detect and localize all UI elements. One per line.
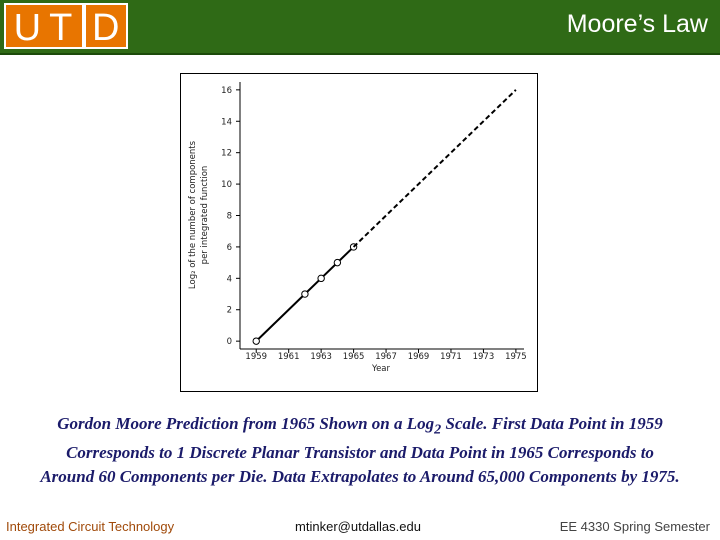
marker: [333, 258, 342, 267]
logo: D: [84, 3, 128, 49]
x-tick-label: 1975: [505, 352, 527, 362]
x-tick-label: 1963: [310, 352, 332, 362]
y-axis-label: Log₂ of the number of components: [188, 140, 198, 289]
y-tick-label: 10: [221, 180, 232, 190]
logo: UT: [4, 3, 84, 49]
marker: [252, 337, 260, 345]
caption-text: Gordon Moore Prediction from 1965 Shown …: [57, 414, 435, 433]
caption-subscript: 2: [434, 421, 442, 438]
x-tick-label: 1961: [278, 352, 300, 362]
y-tick-label: 14: [221, 117, 232, 127]
x-tick-label: 1967: [375, 352, 397, 362]
y-axis-label: per integrated function: [200, 166, 210, 265]
marker: [301, 290, 309, 298]
y-tick-label: 0: [227, 337, 232, 347]
chart-frame: [180, 73, 538, 392]
footer-center: mtinker@utdallas.edu: [295, 519, 421, 534]
y-tick-label: 8: [227, 212, 232, 222]
x-tick-label: 1971: [440, 352, 462, 362]
caption-text: Scale. First Data Point in 1959 Correspo…: [40, 414, 680, 487]
x-axis-label: Year: [371, 364, 391, 374]
x-tick-label: 1973: [473, 352, 495, 362]
header: UT D Moore’s Law: [0, 0, 720, 55]
slide-title: Moore’s Law: [566, 10, 708, 38]
y-tick-label: 12: [221, 149, 232, 159]
y-tick-label: 4: [227, 274, 232, 284]
footer-left: Integrated Circuit Technology: [6, 519, 175, 534]
marker: [317, 274, 325, 283]
footer-right: EE 4330 Spring Semester: [559, 519, 710, 534]
x-tick-label: 1965: [343, 352, 365, 362]
y-tick-label: 6: [227, 243, 232, 253]
x-tick-label: 1969: [408, 352, 430, 362]
y-tick-label: 16: [221, 86, 232, 96]
caption: Gordon Moore Prediction from 1965 Shown …: [40, 412, 680, 489]
x-tick-label: 1959: [245, 352, 267, 362]
line: [352, 89, 517, 248]
y-tick-label: 2: [227, 306, 232, 316]
